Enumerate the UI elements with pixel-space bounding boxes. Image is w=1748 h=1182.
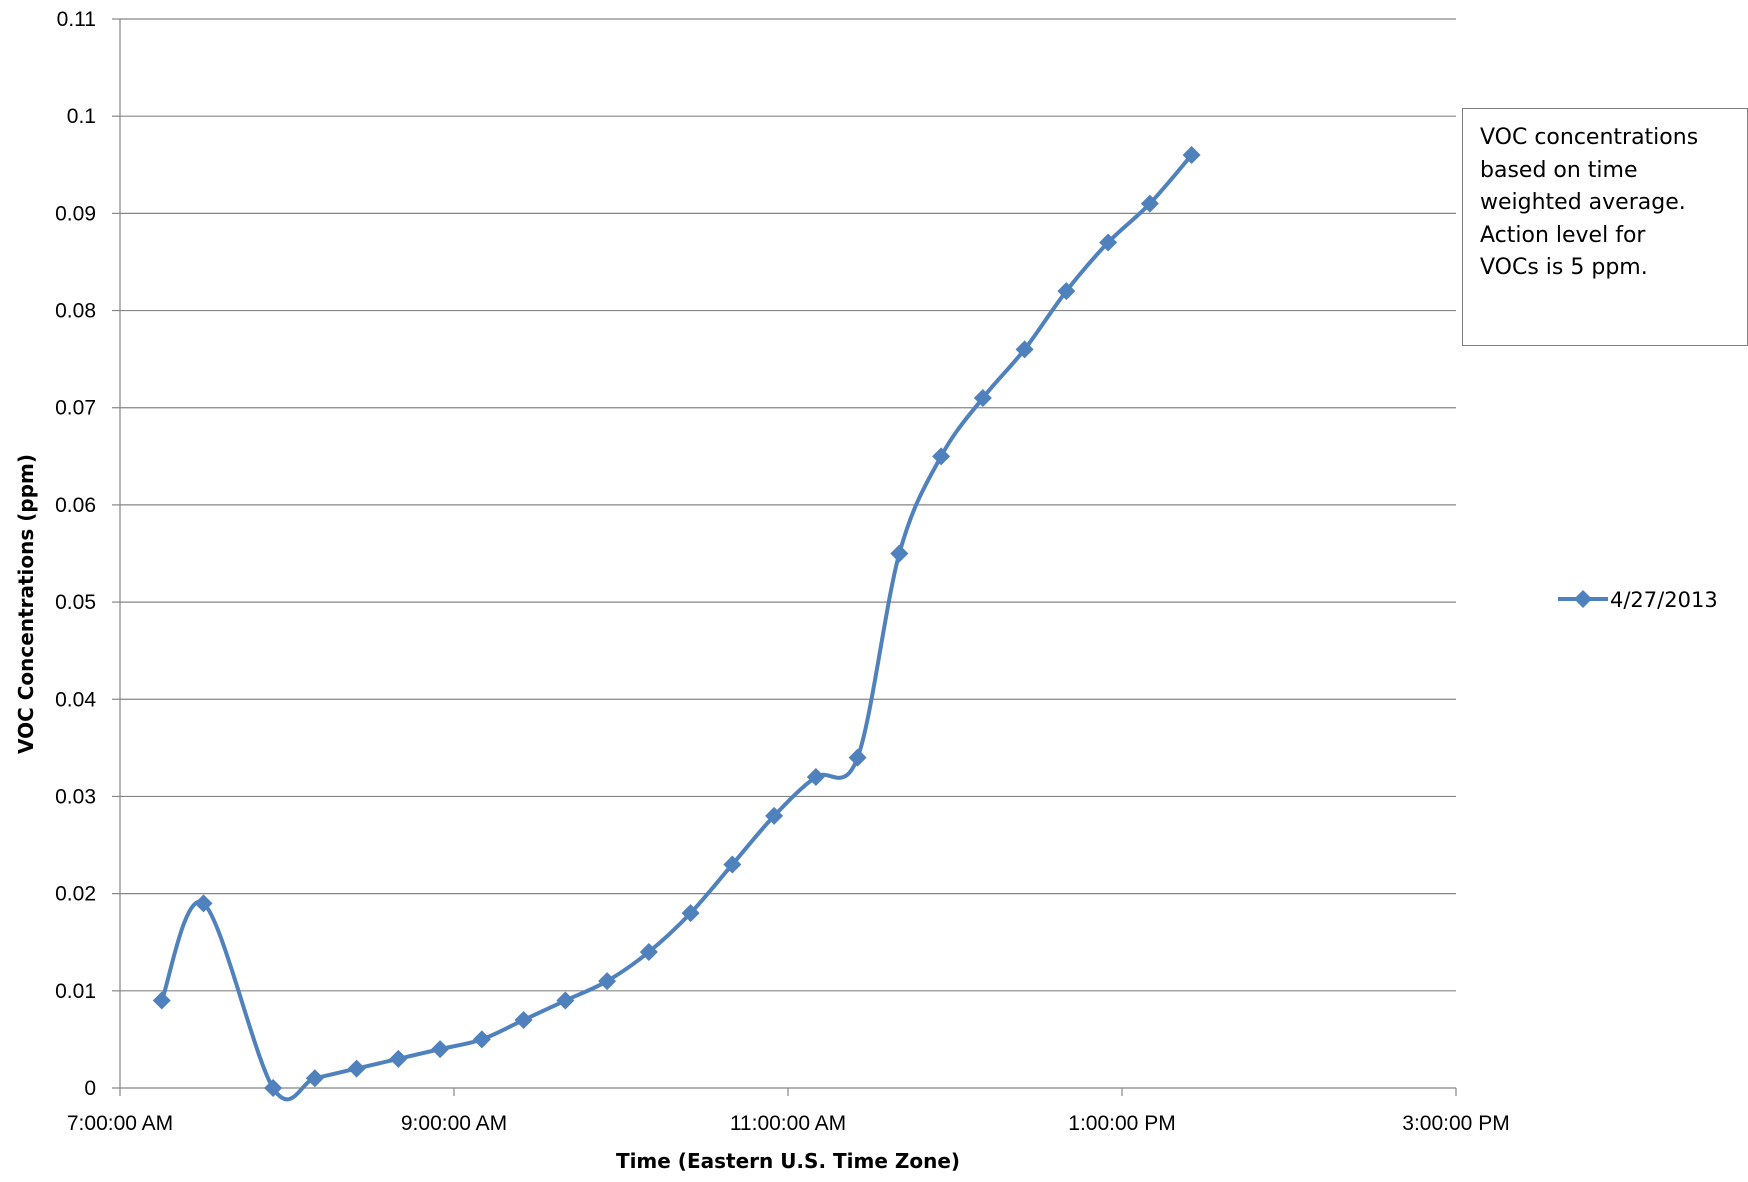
legend-marker — [1574, 590, 1592, 608]
data-point-marker — [556, 991, 575, 1010]
y-tick-label: 0.08 — [55, 300, 96, 323]
y-tick-label: 0.03 — [55, 785, 96, 808]
y-axis-title: VOC Concentrations (ppm) — [14, 454, 38, 754]
data-series — [152, 146, 1201, 1102]
y-tick-label: 0.02 — [55, 883, 96, 906]
data-point-marker — [681, 904, 700, 923]
x-axis-title: Time (Eastern U.S. Time Zone) — [616, 1149, 960, 1173]
y-tick-label: 0.07 — [55, 397, 96, 420]
data-point-marker — [472, 1030, 491, 1049]
data-point-marker — [389, 1049, 408, 1068]
data-point-marker — [639, 942, 658, 961]
y-tick-label: 0.04 — [55, 688, 96, 711]
data-point-marker — [1140, 194, 1159, 213]
y-tick-label: 0.06 — [55, 494, 96, 517]
data-point-marker — [1057, 282, 1076, 301]
x-tick-label: 11:00:00 AM — [730, 1112, 846, 1135]
series-line — [159, 153, 1194, 1102]
y-tick-label: 0.11 — [57, 8, 96, 31]
data-point-marker — [194, 894, 213, 913]
data-point-marker — [932, 447, 951, 466]
x-tick-label: 1:00:00 PM — [1068, 1112, 1175, 1135]
data-point-marker — [973, 389, 992, 408]
annotation-text: VOC concentrations based on time weighte… — [1480, 125, 1699, 280]
y-tick-label: 0.05 — [55, 591, 96, 614]
data-point-marker — [1099, 233, 1118, 252]
x-tick-label: 9:00:00 AM — [401, 1112, 507, 1135]
data-point-marker — [890, 544, 909, 563]
y-tick-label: 0.09 — [55, 202, 96, 225]
data-point-marker — [806, 768, 825, 787]
data-point-marker — [264, 1079, 283, 1097]
annotation-box — [1462, 108, 1748, 346]
x-tick-labels: 7:00:00 AM 9:00:00 AM 11:00:00 AM 1:00:00 P… — [67, 1112, 1510, 1135]
x-tick-label: 7:00:00 AM — [67, 1112, 173, 1135]
data-point-marker — [305, 1069, 324, 1088]
y-tick-label: 0.01 — [55, 980, 96, 1003]
gridlines — [120, 18, 1456, 992]
data-point-marker — [598, 972, 617, 991]
data-point-marker — [152, 991, 171, 1010]
x-tick-label: 3:00:00 PM — [1402, 1112, 1509, 1135]
data-point-marker — [1015, 340, 1034, 359]
data-point-marker — [723, 855, 742, 874]
axes — [112, 18, 1457, 1096]
data-point-marker — [848, 748, 867, 767]
legend: 4/27/2013 — [1558, 588, 1718, 612]
y-tick-label: 0 — [84, 1077, 96, 1100]
data-point-marker — [1182, 146, 1201, 165]
y-tick-labels: 0 0.01 0.02 0.03 0.04 0.05 0.06 0.07 0.08 0.09 0.1… — [55, 8, 96, 1100]
data-point-marker — [431, 1040, 450, 1059]
data-point-marker — [765, 806, 784, 825]
data-point-marker — [347, 1059, 366, 1078]
data-point-marker — [514, 1010, 533, 1029]
y-tick-label: 0.1 — [67, 105, 96, 128]
legend-label: 4/27/2013 — [1610, 588, 1718, 612]
